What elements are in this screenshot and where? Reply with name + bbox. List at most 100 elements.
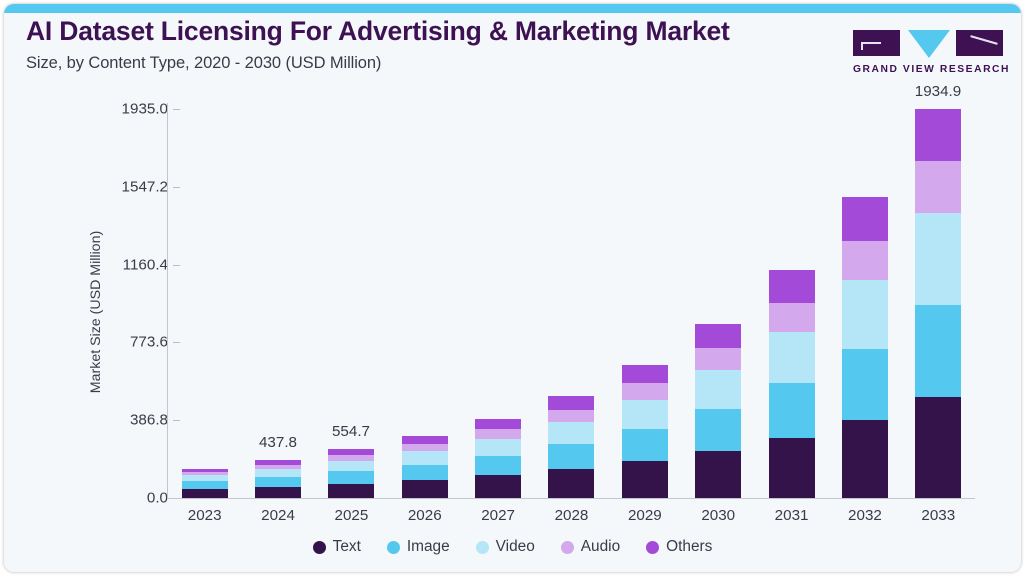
bar-segment-image[interactable] <box>328 471 374 484</box>
bar-segment-audio[interactable] <box>915 161 961 214</box>
bar-segment-audio[interactable] <box>695 348 741 370</box>
legend-item-image[interactable]: Image <box>386 538 450 556</box>
bar-segment-video[interactable] <box>475 438 521 456</box>
stacked-bar[interactable] <box>769 270 815 498</box>
stacked-bar[interactable] <box>182 468 228 498</box>
bar-segment-image[interactable] <box>769 383 815 438</box>
bar-group[interactable] <box>328 4 374 572</box>
stacked-bar[interactable] <box>695 324 741 498</box>
bar-segment-others[interactable] <box>328 449 374 456</box>
bar-segment-text[interactable] <box>182 488 228 498</box>
bar-segment-text[interactable] <box>842 419 888 498</box>
bar-segment-audio[interactable] <box>402 443 448 452</box>
bar-segment-audio[interactable] <box>328 455 374 462</box>
bar-segment-others[interactable] <box>182 468 228 472</box>
bar-segment-text[interactable] <box>475 475 521 498</box>
logo-left-line-icon <box>861 42 881 44</box>
bar-segment-image[interactable] <box>475 455 521 476</box>
x-axis-tick-label: 2027 <box>481 507 516 524</box>
bar-segment-image[interactable] <box>695 408 741 451</box>
bar-segment-image[interactable] <box>842 348 888 420</box>
bar-segment-video[interactable] <box>255 469 301 478</box>
bar-segment-text[interactable] <box>402 479 448 498</box>
bar-segment-text[interactable] <box>548 469 594 498</box>
logo-mark-icon <box>853 28 1003 60</box>
stacked-bar[interactable] <box>842 196 888 498</box>
bar-segment-audio[interactable] <box>769 303 815 332</box>
legend-item-others[interactable]: Others <box>646 538 712 556</box>
bar-segment-video[interactable] <box>622 399 668 430</box>
bar-segment-text[interactable] <box>915 397 961 498</box>
logo-left-tick-icon <box>861 42 863 50</box>
stacked-bar[interactable] <box>622 365 668 498</box>
y-axis-tick-mark <box>173 264 180 266</box>
bar-segment-others[interactable] <box>842 196 888 242</box>
bar-group[interactable] <box>255 4 301 572</box>
page-title: AI Dataset Licensing For Advertising & M… <box>26 16 730 46</box>
bar-segment-others[interactable] <box>769 270 815 304</box>
bar-segment-video[interactable] <box>915 213 961 305</box>
stacked-bar-chart: Market Size (USD Million) 0.0 386.8 773.6 1… <box>4 4 1021 572</box>
bar-segment-video[interactable] <box>402 451 448 465</box>
bar-segment-others[interactable] <box>255 460 301 465</box>
bar-segment-text[interactable] <box>695 450 741 498</box>
bar-segment-video[interactable] <box>842 279 888 349</box>
stacked-bar[interactable] <box>548 395 594 498</box>
bar-segment-text[interactable] <box>622 461 668 498</box>
legend-swatch-icon <box>646 540 660 554</box>
bar-segment-video[interactable] <box>548 421 594 445</box>
legend-item-audio[interactable]: Audio <box>560 538 620 556</box>
bar-segment-others[interactable] <box>695 324 741 349</box>
stacked-bar[interactable] <box>328 449 374 498</box>
legend-item-text[interactable]: Text <box>312 538 361 556</box>
bar-segment-others[interactable] <box>402 436 448 444</box>
bar-group[interactable] <box>842 4 888 572</box>
bar-group[interactable] <box>182 4 228 572</box>
bar-segment-audio[interactable] <box>842 241 888 280</box>
bar-segment-audio[interactable] <box>622 383 668 400</box>
bar-segment-others[interactable] <box>548 395 594 410</box>
bar-group[interactable] <box>475 4 521 572</box>
bar-segment-others[interactable] <box>475 418 521 430</box>
bar-group[interactable] <box>915 4 961 572</box>
bar-segment-video[interactable] <box>695 369 741 409</box>
bar-value-label: 1934.9 <box>914 83 962 100</box>
bar-segment-audio[interactable] <box>548 409 594 422</box>
bar-segment-others[interactable] <box>622 365 668 384</box>
bar-segment-video[interactable] <box>328 461 374 472</box>
stacked-bar[interactable] <box>475 418 521 498</box>
bar-segment-image[interactable] <box>622 429 668 462</box>
y-axis-line <box>167 103 168 499</box>
bar-segment-others[interactable] <box>915 109 961 162</box>
bar-segment-text[interactable] <box>769 437 815 498</box>
bar-segment-audio[interactable] <box>475 429 521 439</box>
y-axis-tick-label: 1547.2 <box>121 178 168 196</box>
x-axis-tick-label: 2028 <box>554 507 589 524</box>
bar-group[interactable] <box>402 4 448 572</box>
y-axis-tick-label: 0.0 <box>146 489 168 507</box>
bar-group[interactable] <box>622 4 668 572</box>
bar-segment-video[interactable] <box>769 331 815 384</box>
bar-segment-image[interactable] <box>402 464 448 480</box>
bar-segment-image[interactable] <box>255 477 301 487</box>
bar-segment-text[interactable] <box>328 483 374 498</box>
bar-segment-image[interactable] <box>548 444 594 470</box>
bar-segment-audio[interactable] <box>182 471 228 476</box>
bar-segment-audio[interactable] <box>255 464 301 470</box>
x-axis-tick-label: 2026 <box>407 507 442 524</box>
bar-segment-video[interactable] <box>182 475 228 482</box>
stacked-bar[interactable] <box>915 109 961 498</box>
bar-group[interactable] <box>695 4 741 572</box>
x-axis-line <box>167 498 975 499</box>
page-subtitle: Size, by Content Type, 2020 - 2030 (USD … <box>26 53 382 72</box>
bar-group[interactable] <box>548 4 594 572</box>
bar-segment-image[interactable] <box>182 481 228 489</box>
bar-group[interactable] <box>769 4 815 572</box>
legend-item-video[interactable]: Video <box>475 538 535 556</box>
bar-segment-image[interactable] <box>915 304 961 398</box>
stacked-bar[interactable] <box>402 436 448 498</box>
logo-right-block-icon <box>956 30 1003 56</box>
bar-segment-text[interactable] <box>255 486 301 498</box>
legend-label: Image <box>406 538 450 555</box>
stacked-bar[interactable] <box>255 460 301 498</box>
